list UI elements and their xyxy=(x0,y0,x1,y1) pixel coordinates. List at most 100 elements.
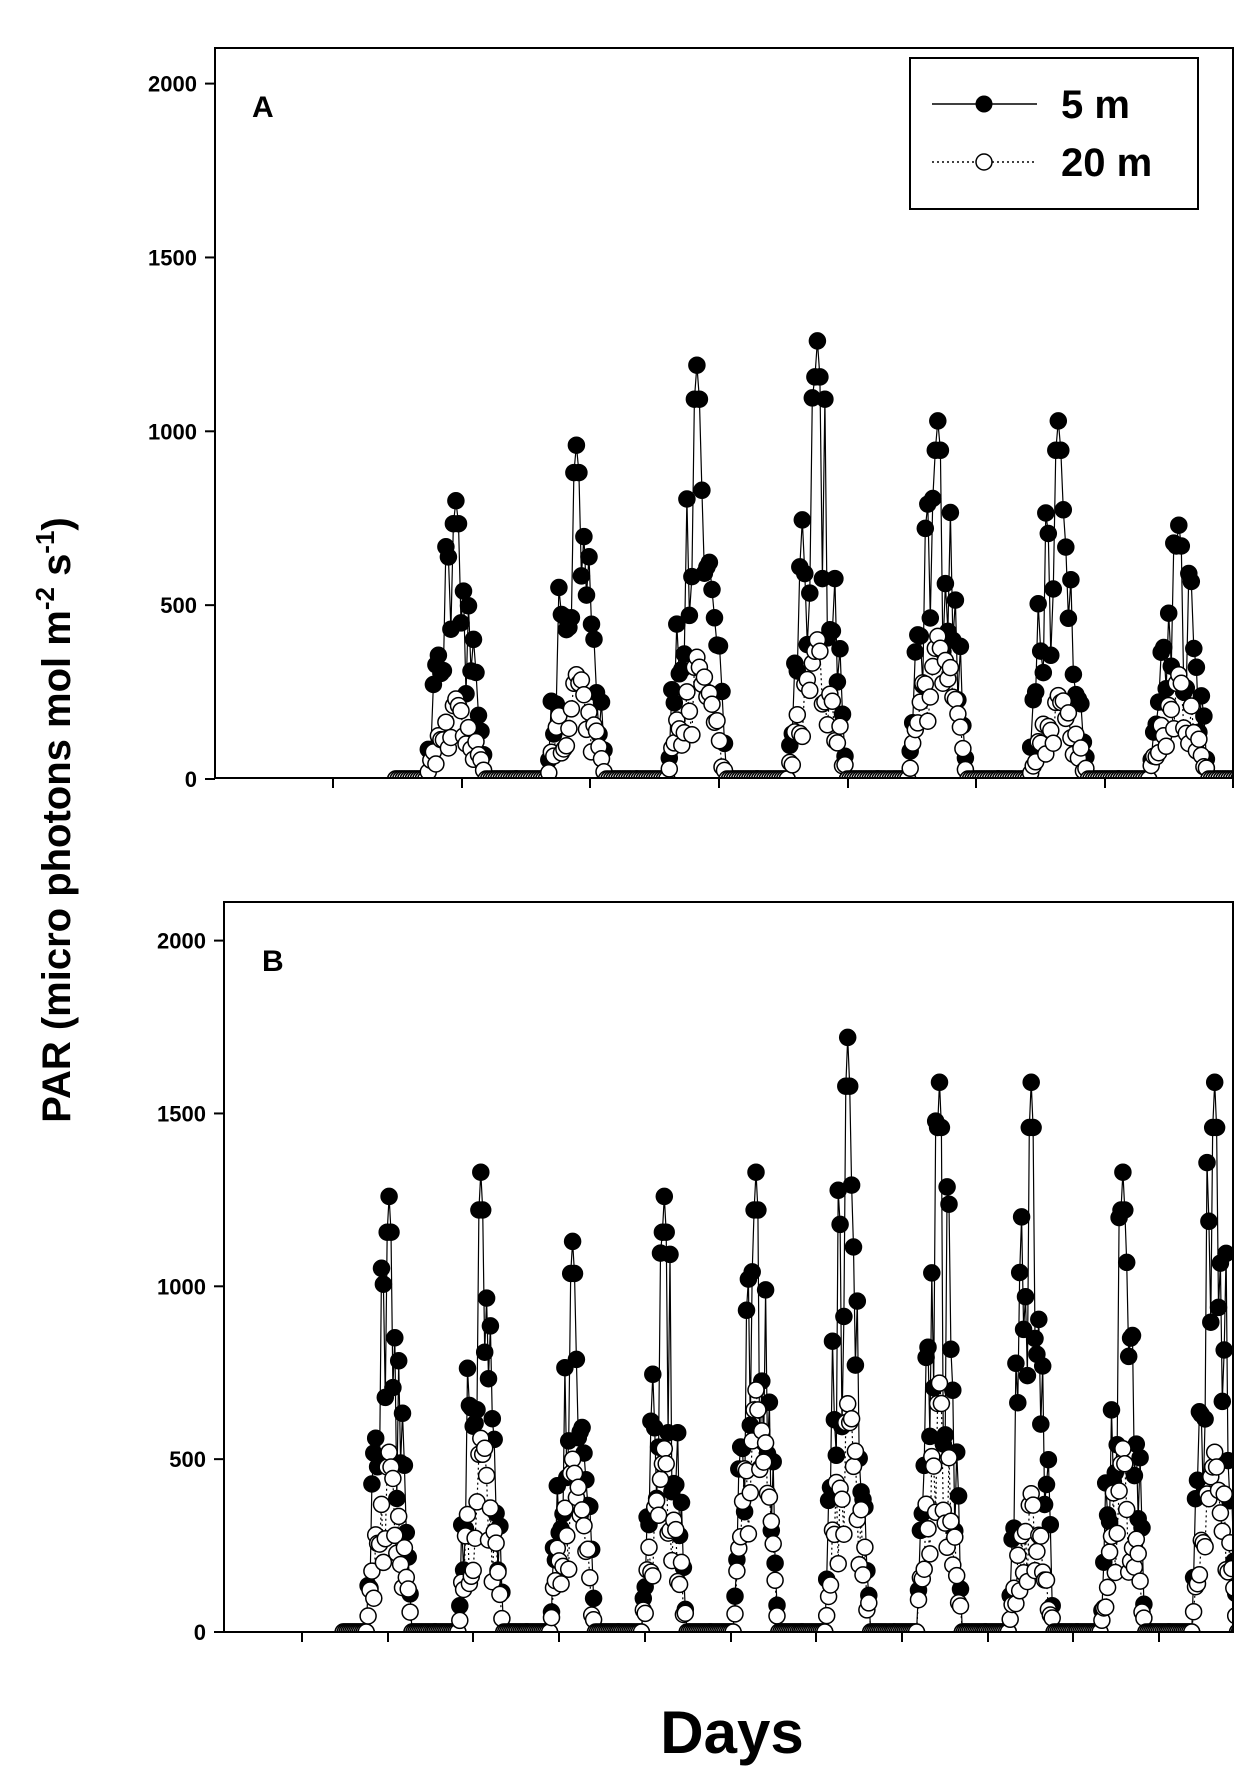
panel-b-point-5m xyxy=(749,1201,767,1219)
panel-a-point-20m xyxy=(1244,771,1260,787)
panel-b-point-20m xyxy=(581,1569,599,1587)
panel-a-point-20m xyxy=(828,734,847,752)
panel-a-point-5m xyxy=(580,548,598,566)
panel-b-point-20m xyxy=(1253,1624,1260,1640)
panel-a-label: A xyxy=(252,91,274,124)
panel-b-point-20m xyxy=(365,1589,383,1607)
panel-b-point-20m xyxy=(1024,1496,1042,1514)
panel-b-point-5m xyxy=(938,1178,956,1196)
panel-b-point-20m xyxy=(1243,1624,1259,1640)
panel-a-point-5m xyxy=(1159,604,1178,622)
panel-b-axes: 0 500 1000 1500 2000 xyxy=(157,929,1160,1645)
panel-a-axes: 0 500 1000 1500 2000 xyxy=(148,72,1234,792)
panel-a-point-5m xyxy=(924,489,942,508)
panel-a-point-5m xyxy=(1187,658,1206,677)
legend-box xyxy=(909,57,1199,210)
panel-b-point-5m xyxy=(838,1028,857,1047)
panel-b-point-20m xyxy=(1110,1482,1128,1500)
panel-b-point-20m xyxy=(1235,1624,1251,1640)
panel-a-point-5m xyxy=(796,564,814,583)
panel-a-point-5m xyxy=(906,643,925,661)
panel-a-point-20m xyxy=(788,705,807,724)
panel-b-point-20m xyxy=(489,1563,507,1581)
panel-b-point-5m xyxy=(1116,1201,1134,1219)
panel-b-point-20m xyxy=(821,1576,840,1594)
panel-a-point-5m xyxy=(1049,412,1068,430)
panel-a-point-5m xyxy=(703,580,721,599)
panel-a-point-20m xyxy=(560,719,578,738)
panel-a-point-20m xyxy=(954,739,972,758)
panel-a-point-20m xyxy=(1256,771,1260,787)
panel-a-point-20m xyxy=(1044,734,1063,752)
panel-b-point-5m xyxy=(1235,1624,1251,1640)
panel-b-point-20m xyxy=(632,1623,651,1632)
panel-b-point-5m xyxy=(848,1292,867,1310)
panel-b-point-20m xyxy=(552,1575,570,1593)
panel-b-point-5m xyxy=(1243,1624,1259,1640)
panel-a-point-20m xyxy=(951,718,970,736)
panel-b-point-5m xyxy=(1253,1624,1260,1640)
panel-b-point-20m xyxy=(372,1495,391,1514)
panel-a-point-20m xyxy=(1232,776,1233,778)
panel-b-point-5m xyxy=(382,1223,400,1241)
panel-b-point-5m xyxy=(1012,1208,1031,1226)
panel-b-point-20m xyxy=(655,1440,674,1458)
panel-b-point-20m xyxy=(672,1553,691,1572)
panel-b-point-20m xyxy=(768,1607,786,1625)
panel-a-point-20m xyxy=(683,726,701,744)
panel-b-point-20m xyxy=(907,1623,926,1632)
panel-a-point-5m xyxy=(816,390,834,408)
panel-b-point-20m xyxy=(644,1567,662,1585)
panel-b-point-20m xyxy=(940,1448,958,1467)
panel-b-point-20m xyxy=(844,1457,863,1476)
panel-b-point-5m xyxy=(565,1264,584,1283)
panel-b-point-20m xyxy=(951,1597,970,1615)
panel-b-y-tick-label: 1500 xyxy=(157,1101,206,1126)
panel-a-point-20m xyxy=(823,692,842,711)
panel-b-point-5m xyxy=(366,1429,385,1447)
panel-a-point-5m xyxy=(449,514,468,533)
panel-b-point-20m xyxy=(1237,1624,1253,1640)
panel-a-point-5m xyxy=(1241,771,1257,787)
panel-b-point-20m xyxy=(451,1611,469,1630)
panel-b-point-20m xyxy=(1256,1624,1260,1640)
panel-a-point-20m xyxy=(587,722,606,740)
panel-b-point-5m xyxy=(827,1446,846,1465)
panel-a-point-5m xyxy=(1170,516,1188,534)
panel-b-point-20m xyxy=(1184,1602,1203,1621)
panel-a-point-5m xyxy=(941,503,960,522)
panel-b-point-5m xyxy=(1239,1624,1255,1640)
panel-a-point-20m xyxy=(678,683,696,701)
panel-b-point-20m xyxy=(1254,1624,1260,1640)
panel-a-point-20m xyxy=(1251,771,1260,787)
panel-b-point-20m xyxy=(1096,1598,1115,1616)
panel-b-y-tick-label: 0 xyxy=(194,1620,206,1645)
panel-a-point-5m xyxy=(690,390,709,408)
panel-b-point-20m xyxy=(667,1520,685,1539)
panel-b-point-5m xyxy=(949,1487,968,1505)
panel-a-point-5m xyxy=(1246,771,1260,787)
panel-a-point-20m xyxy=(437,713,455,731)
panel-a-point-5m xyxy=(668,615,686,633)
panel-a-point-20m xyxy=(941,658,960,677)
panel-b-point-20m xyxy=(756,1434,775,1452)
panel-a-point-20m xyxy=(1162,700,1181,719)
panel-b-point-20m xyxy=(1127,1530,1146,1549)
panel-b-point-20m xyxy=(921,1545,939,1563)
panel-b-point-5m xyxy=(1202,1313,1220,1331)
panel-b-point-5m xyxy=(479,1369,498,1388)
panel-b-point-5m xyxy=(726,1587,744,1605)
panel-a-point-5m xyxy=(929,412,947,430)
panel-b-point-20m xyxy=(1032,1527,1050,1545)
panel-b-point-5m xyxy=(386,1329,404,1347)
panel-a-point-20m xyxy=(801,681,819,700)
panel-a-point-5m xyxy=(550,578,568,597)
panel-b-point-5m xyxy=(840,1077,859,1095)
panel-b-point-20m xyxy=(1098,1578,1117,1597)
panel-b-point-5m xyxy=(831,1215,849,1234)
panel-b-point-5m xyxy=(1037,1475,1056,1494)
panel-a-point-20m xyxy=(921,688,940,706)
panel-a-frame xyxy=(214,47,1234,779)
panel-b-point-20m xyxy=(739,1525,758,1543)
panel-b-point-5m xyxy=(655,1187,674,1206)
